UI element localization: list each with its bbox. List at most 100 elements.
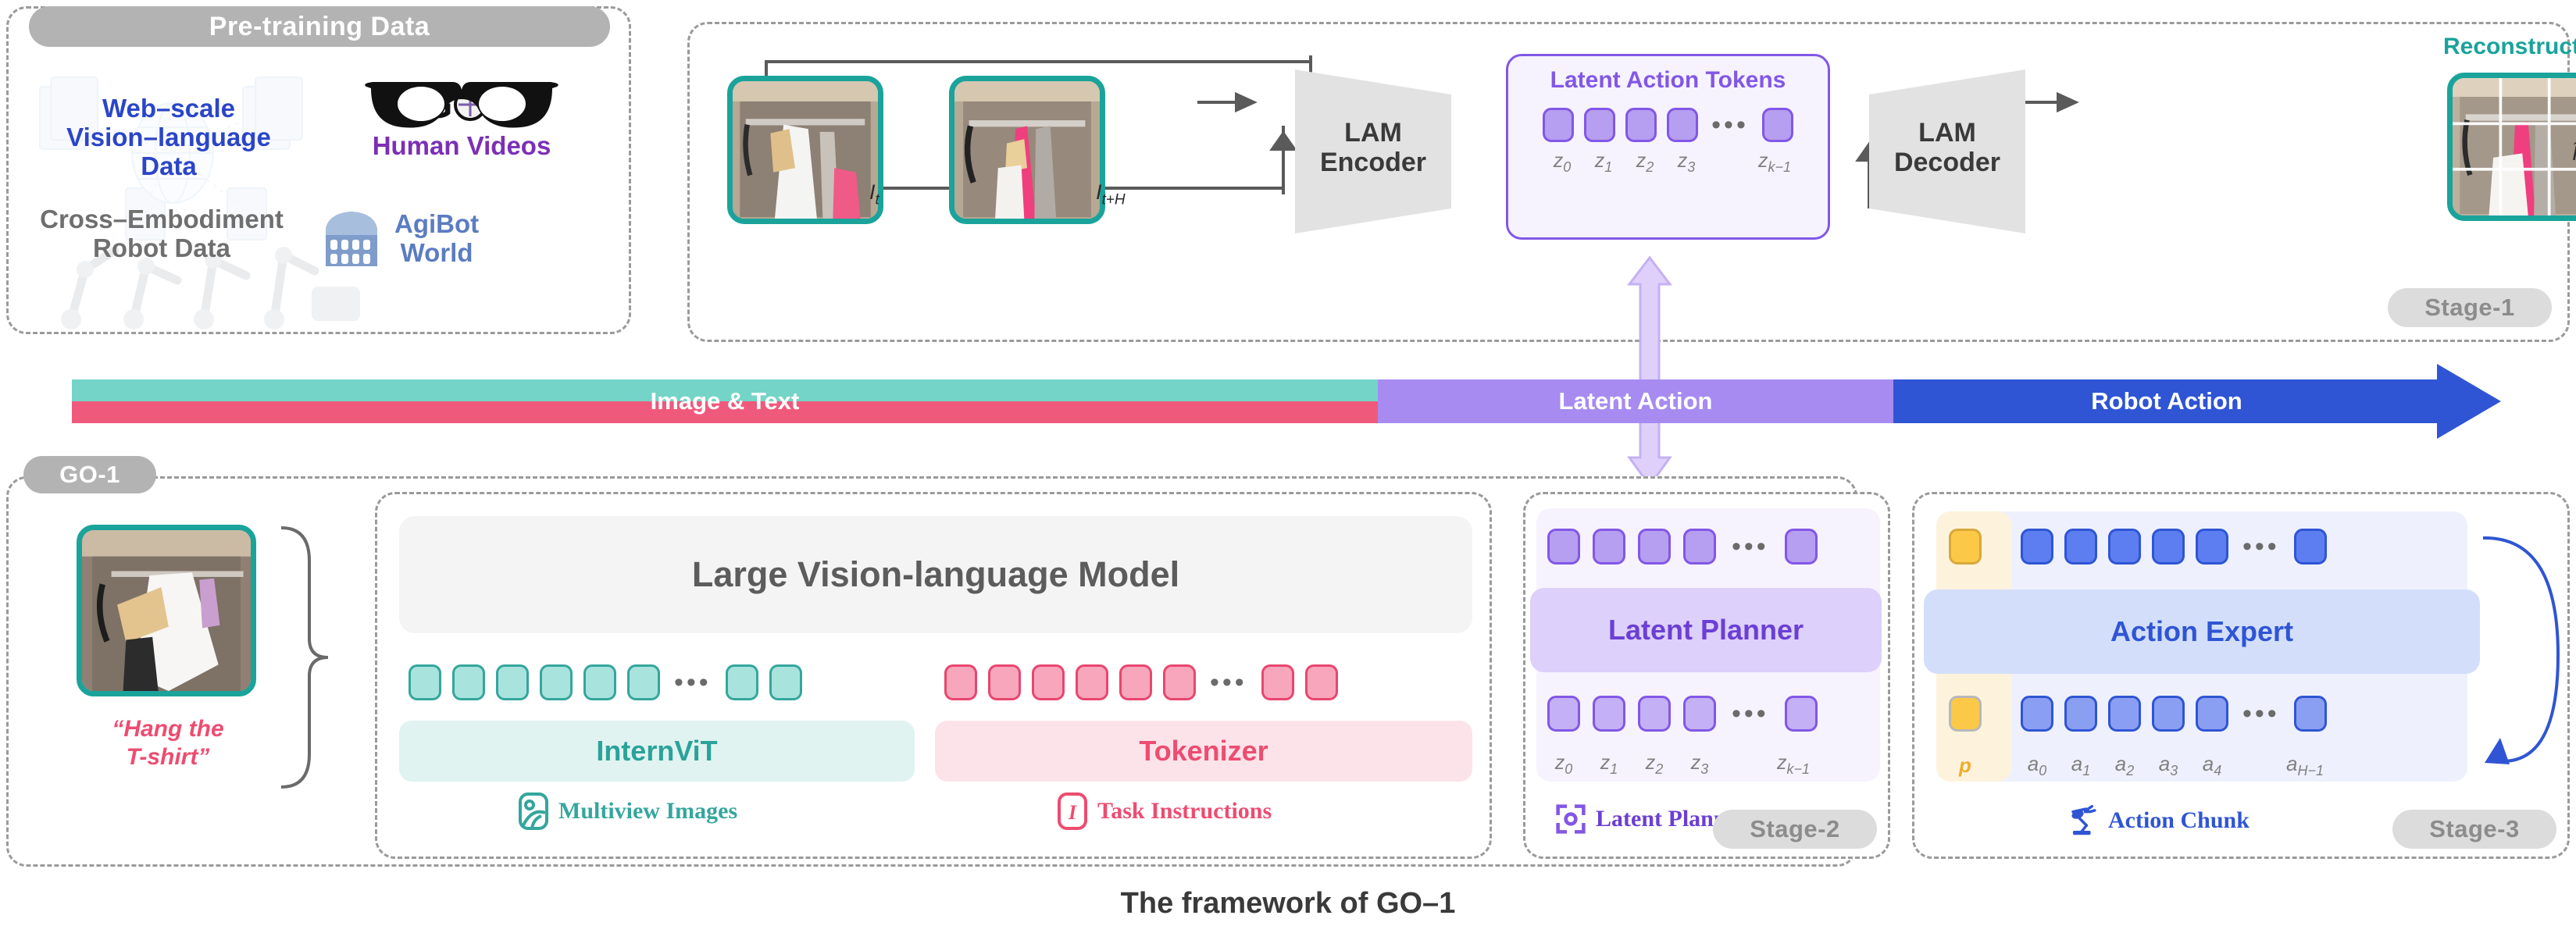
legend-multiview-images: Multiview Images — [518, 792, 737, 830]
text-token — [1261, 664, 1294, 700]
latent-token — [1761, 108, 1793, 142]
z-label: z1 — [1600, 752, 1618, 777]
planner-token — [1593, 529, 1625, 565]
flow-segment-latent-action: Latent Action — [1378, 379, 1893, 423]
planner-token — [1784, 696, 1818, 732]
pretraining-data-title: Pre-training Data — [29, 6, 610, 47]
reconstructed-frame-label: Ît+H — [2572, 141, 2576, 169]
planner-output-token-row: ••• — [1547, 696, 1818, 732]
action-token — [2064, 529, 2097, 565]
vision-token — [769, 664, 802, 700]
action-expert-output-row: ••• — [1949, 696, 2327, 732]
task-instructions-icon: I — [1058, 792, 1087, 830]
a-label: a3 — [2158, 752, 2178, 779]
pretraining-item-cross-embodiment-label: Cross–Embodiment Robot Data — [40, 205, 284, 262]
ellipsis: ••• — [2242, 698, 2280, 728]
text-token — [1163, 664, 1196, 700]
legend-action-chunk: Action Chunk — [2068, 802, 2250, 839]
latent-planning-icon — [1556, 804, 1586, 834]
planner-token — [1683, 529, 1716, 565]
z-label: z0 — [1553, 150, 1572, 175]
action-token — [2152, 529, 2185, 565]
planner-token — [1638, 529, 1671, 565]
a-label: a4 — [2202, 752, 2222, 779]
latent-action-tokens-panel: Latent Action Tokens ••• z0 z1 z2 z3 zk−… — [1506, 54, 1830, 240]
ego4d-letter-g: G — [422, 83, 453, 126]
ellipsis: ••• — [1732, 531, 1769, 561]
planner-token — [1683, 696, 1716, 732]
action-token — [2021, 529, 2053, 565]
stage-1-badge: Stage-1 — [2388, 288, 2552, 327]
vision-token — [627, 664, 660, 700]
z-label: zk−1 — [1758, 150, 1792, 175]
figure-caption: The framework of GO–1 — [0, 887, 2576, 921]
vision-token — [496, 664, 529, 700]
z-label: z3 — [1677, 150, 1696, 175]
planner-input-token-row: ••• — [1547, 529, 1818, 565]
z-label: z2 — [1636, 150, 1654, 175]
go1-input-image — [77, 525, 256, 696]
vision-token — [725, 664, 758, 700]
a-label: a2 — [2114, 752, 2135, 779]
globe-icon — [453, 88, 487, 121]
action-expert-input-row: ••• — [1949, 529, 2327, 565]
pretraining-item-ego4d-label: Human Videos — [372, 131, 551, 160]
latent-action-token-row: ••• — [1508, 108, 1828, 142]
latent-token — [1584, 108, 1616, 142]
z-label: z3 — [1690, 752, 1709, 777]
future-frame-image — [949, 76, 1105, 224]
latent-token-labels: z0 z1 z2 z3 zk−1 — [1508, 150, 1828, 176]
z-label: z1 — [1594, 150, 1613, 175]
flow-segment-robot-action: Robot Action — [1893, 379, 2440, 423]
robot-arm-icon — [2071, 805, 2096, 835]
action-token — [2152, 696, 2185, 732]
latent-token — [1667, 108, 1699, 142]
go1-instruction-line: “Hang the T-shirt” — [112, 716, 224, 770]
vision-token — [540, 664, 573, 700]
action-token — [2293, 696, 2327, 732]
proprio-token — [1949, 696, 1982, 732]
input-frame-label: It — [869, 180, 879, 208]
a-label: aH−1 — [2286, 752, 2324, 779]
vlm-panel: Large Vision-language Model ••• ••• Inte… — [375, 492, 1492, 859]
svg-text:I: I — [1068, 801, 1077, 824]
flow-segment-latent-action-label: Latent Action — [1558, 387, 1713, 415]
pretraining-item-agibot-label: AgiBot World — [394, 209, 480, 267]
tokenizer-bar: Tokenizer — [935, 721, 1472, 782]
z-label: zk−1 — [1777, 752, 1811, 777]
flow-segment-image-and-text-label: Image & Text — [650, 387, 800, 415]
pretraining-item-web-scale: Web–scale Vision–language Data — [40, 94, 298, 181]
action-token — [2064, 696, 2097, 732]
vision-token-row: ••• — [409, 664, 802, 700]
a-label: a0 — [2027, 752, 2047, 779]
legend-task-instructions: I Task Instructions — [1057, 792, 1272, 830]
reconstructed-label: Reconstructed — [2442, 34, 2576, 59]
planner-token — [1547, 696, 1580, 732]
z-label: z0 — [1554, 752, 1573, 777]
text-token — [1304, 664, 1338, 700]
ego4d-letter-4d: 4D — [487, 87, 527, 122]
ellipsis: ••• — [2242, 531, 2280, 561]
pipeline-flow-bar: Image & Text Latent Action Robot Action — [72, 364, 2501, 439]
reconstructed-frame-image — [2447, 73, 2576, 221]
legend-action-chunk-label: Action Chunk — [2108, 807, 2250, 833]
flow-segment-image-and-text: Image & Text — [72, 379, 1378, 423]
pretraining-data-panel: Pre-training Data Web–scale Vision–langua… — [6, 6, 631, 334]
action-token — [2021, 696, 2053, 732]
planner-token — [1638, 696, 1671, 732]
planner-token — [1784, 529, 1818, 565]
stage-3-badge: Stage-3 — [2392, 810, 2556, 849]
action-token — [2108, 529, 2141, 565]
ellipsis: ••• — [1732, 698, 1769, 728]
internvit-bar: InternViT — [399, 721, 915, 782]
latent-token — [1625, 108, 1657, 142]
pretraining-item-agibot: AgiBot World — [321, 205, 618, 272]
text-token — [1032, 664, 1065, 700]
vision-token — [409, 664, 441, 700]
action-token — [2196, 696, 2228, 732]
proprio-label: p — [1959, 753, 1971, 778]
vision-token — [583, 664, 616, 700]
pretraining-item-web-scale-label: Web–scale Vision–language Data — [66, 94, 271, 180]
action-token-labels: p a0 a1 a2 a3 a4 aH−1 — [1949, 752, 2324, 779]
text-token-row: ••• — [944, 664, 1338, 700]
